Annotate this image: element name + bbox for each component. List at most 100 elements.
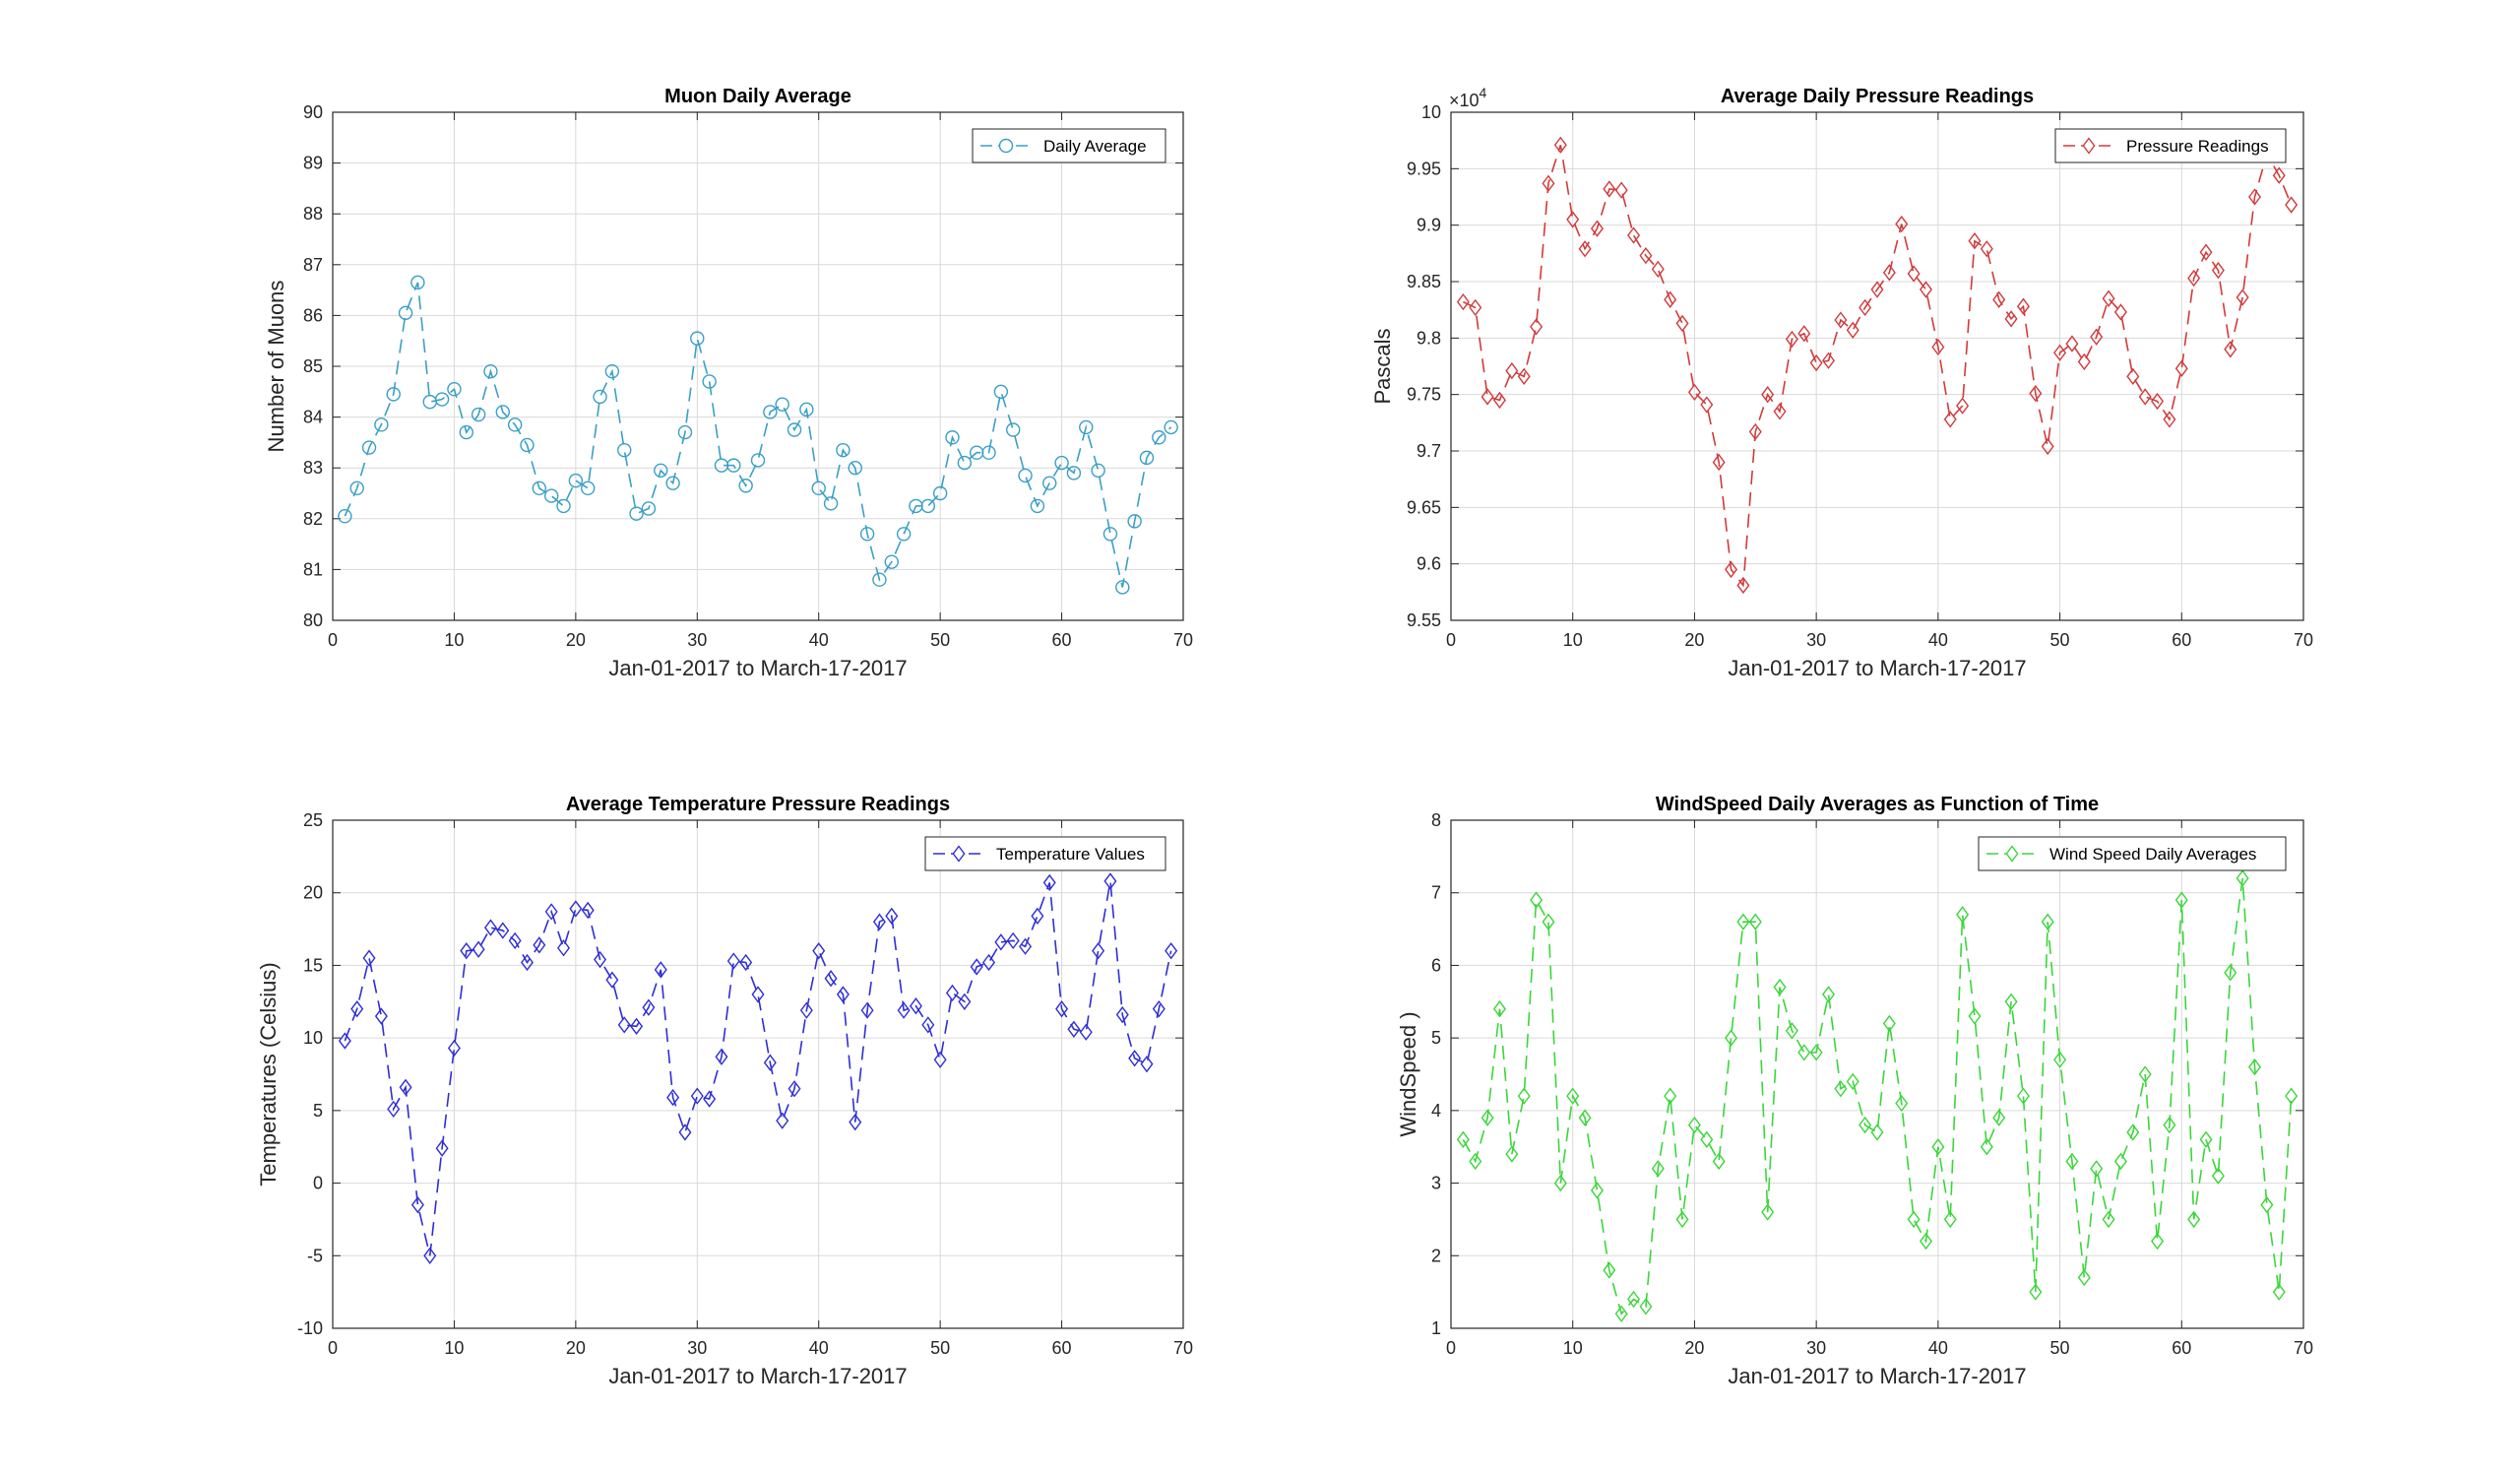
x-tick-label: 20 <box>1684 1338 1704 1358</box>
data-point <box>1553 1174 1567 1192</box>
plot-area <box>1451 820 2303 1328</box>
plot-area <box>333 820 1183 1328</box>
data-point <box>2126 1123 2140 1141</box>
data-point <box>993 384 1009 399</box>
data-point <box>1919 281 1932 298</box>
data-point <box>2224 964 2237 982</box>
legend-box <box>924 836 1166 871</box>
data-point <box>1651 260 1665 279</box>
data-point <box>994 933 1008 951</box>
y-tick-label: 9.8 <box>1417 328 1441 348</box>
data-point <box>933 1051 947 1068</box>
data-point <box>970 958 983 976</box>
y-tick-label: 9.95 <box>1407 159 1441 178</box>
data-point <box>1079 419 1094 435</box>
x-tick-label: 70 <box>1173 1338 1193 1358</box>
data-point <box>2053 344 2067 361</box>
data-point <box>410 1196 424 1214</box>
data-point <box>349 481 364 496</box>
data-point <box>1748 422 1762 441</box>
data-point <box>386 387 401 402</box>
data-point <box>1005 422 1021 437</box>
data-point <box>617 1016 631 1034</box>
data-point <box>495 405 510 419</box>
x-tick-label: 70 <box>1173 630 1193 650</box>
x-tick-label: 20 <box>1684 630 1704 650</box>
data-point <box>1469 1152 1482 1171</box>
y-tick-label: 7 <box>1431 883 1441 903</box>
y-tick-label: 5 <box>313 1101 323 1121</box>
data-point <box>1882 1014 1896 1033</box>
data-point <box>2248 1058 2262 1076</box>
data-point <box>2029 1283 2043 1301</box>
data-point <box>739 953 753 972</box>
chart-title: Muon Daily Average <box>664 86 851 107</box>
data-point <box>2016 297 2030 315</box>
data-point <box>483 919 497 936</box>
data-point <box>1773 403 1787 420</box>
data-point <box>1042 873 1056 892</box>
data-point <box>1031 907 1044 925</box>
data-point <box>2102 289 2115 307</box>
data-point <box>569 900 583 918</box>
data-point <box>2199 1130 2213 1149</box>
data-point <box>544 903 558 921</box>
data-point <box>1651 1160 1665 1178</box>
data-point <box>811 481 826 496</box>
chart-title: Average Daily Pressure Readings <box>1721 86 2034 107</box>
data-point <box>860 1001 874 1019</box>
data-point <box>1700 1130 1714 1149</box>
data-point <box>1103 872 1117 890</box>
legend-marker <box>2005 845 2019 863</box>
data-point <box>848 461 862 476</box>
data-point <box>1736 913 1750 930</box>
data-point <box>1919 1232 1932 1251</box>
x-axis-label: Jan-01-2017 to March-17-2017 <box>608 1364 907 1388</box>
y-tick-label: 82 <box>303 509 323 529</box>
data-point <box>921 1016 935 1034</box>
data-point <box>2236 289 2249 306</box>
data-point <box>1566 211 1580 228</box>
data-point <box>690 331 705 346</box>
data-point <box>2211 261 2225 280</box>
x-tick-label: 0 <box>1446 630 1456 650</box>
subplot-2: 0 10 20 30 40 50 60 70 9.55 9.6 9.65 9.7 9.75 9.8 9.85… <box>1370 85 2313 680</box>
data-point <box>726 952 740 970</box>
data-point <box>1603 180 1616 198</box>
data-point <box>2090 1160 2104 1178</box>
data-point <box>945 430 960 445</box>
y-tick-label: 1 <box>1431 1318 1441 1338</box>
data-point <box>2065 1152 2079 1171</box>
data-point <box>1115 1005 1129 1024</box>
y-tick-label: 88 <box>303 204 323 224</box>
y-tick-label: 4 <box>1431 1101 1441 1121</box>
data-point <box>435 1139 449 1157</box>
x-tick-label: 60 <box>1052 630 1072 650</box>
subplot-3: 0 10 20 30 40 50 60 70 -10 -5 0 5 10 15 20 25 Average Te… <box>256 794 1193 1388</box>
data-point <box>1553 136 1567 154</box>
data-point <box>423 1247 437 1264</box>
data-point <box>1931 338 1945 356</box>
data-point <box>958 993 972 1010</box>
data-point <box>1492 391 1506 410</box>
data-point <box>872 572 887 587</box>
y-tick-label: 84 <box>303 408 323 427</box>
data-point <box>896 527 912 542</box>
data-point <box>2138 1065 2152 1083</box>
data-point <box>2029 384 2043 403</box>
data-point <box>812 942 826 960</box>
data-point <box>496 922 510 939</box>
data-point <box>374 417 389 432</box>
x-tick-label: 60 <box>1052 1338 1072 1358</box>
data-point <box>1943 411 1957 428</box>
data-point <box>1018 468 1033 483</box>
x-axis-label: Jan-01-2017 to March-17-2017 <box>1728 1364 2026 1388</box>
data-point <box>799 402 814 417</box>
data-point <box>447 1039 461 1058</box>
data-point <box>836 986 850 1003</box>
data-point <box>1590 220 1604 237</box>
data-point <box>2260 1196 2274 1214</box>
data-point <box>1664 290 1677 309</box>
y-tick-label: 9.9 <box>1417 216 1441 235</box>
data-point <box>2285 196 2299 214</box>
